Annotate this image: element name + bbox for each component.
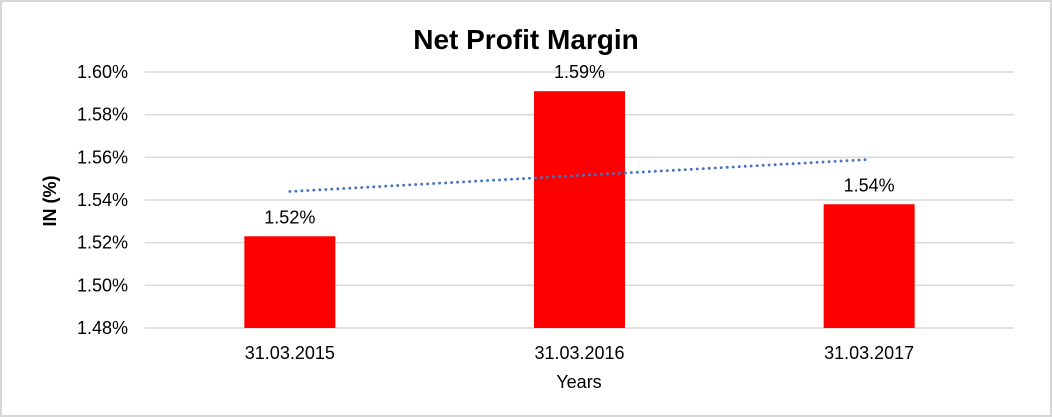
y-axis-title: IN (%)	[40, 176, 60, 227]
data-label: 1.59%	[554, 62, 605, 82]
y-axis-tick-labels: 1.48% 1.50% 1.52% 1.54% 1.56% 1.58% 1.60%	[77, 62, 128, 338]
y-tick-label: 1.56%	[77, 147, 128, 167]
y-tick-label: 1.48%	[77, 318, 128, 338]
y-tick-label: 1.54%	[77, 190, 128, 210]
data-label: 1.54%	[844, 175, 895, 195]
bars-group	[244, 91, 915, 328]
x-tick-label: 31.03.2017	[824, 343, 914, 363]
trendline	[288, 158, 871, 193]
x-tick-label: 31.03.2015	[245, 343, 335, 363]
bar	[534, 91, 625, 328]
x-axis-tick-labels: 31.03.2015 31.03.2016 31.03.2017	[245, 343, 914, 363]
y-tick-label: 1.58%	[77, 105, 128, 125]
data-labels-group: 1.52% 1.59% 1.54%	[264, 62, 894, 227]
data-label: 1.52%	[264, 207, 315, 227]
bar	[823, 204, 915, 328]
y-tick-label: 1.50%	[77, 275, 128, 295]
y-tick-label: 1.52%	[77, 233, 128, 253]
x-tick-label: 31.03.2016	[534, 343, 624, 363]
x-axis-title: Years	[556, 372, 601, 392]
chart-title: Net Profit Margin	[413, 24, 639, 55]
trendline-group	[288, 158, 871, 193]
bar	[244, 236, 336, 328]
y-tick-label: 1.60%	[77, 62, 128, 82]
